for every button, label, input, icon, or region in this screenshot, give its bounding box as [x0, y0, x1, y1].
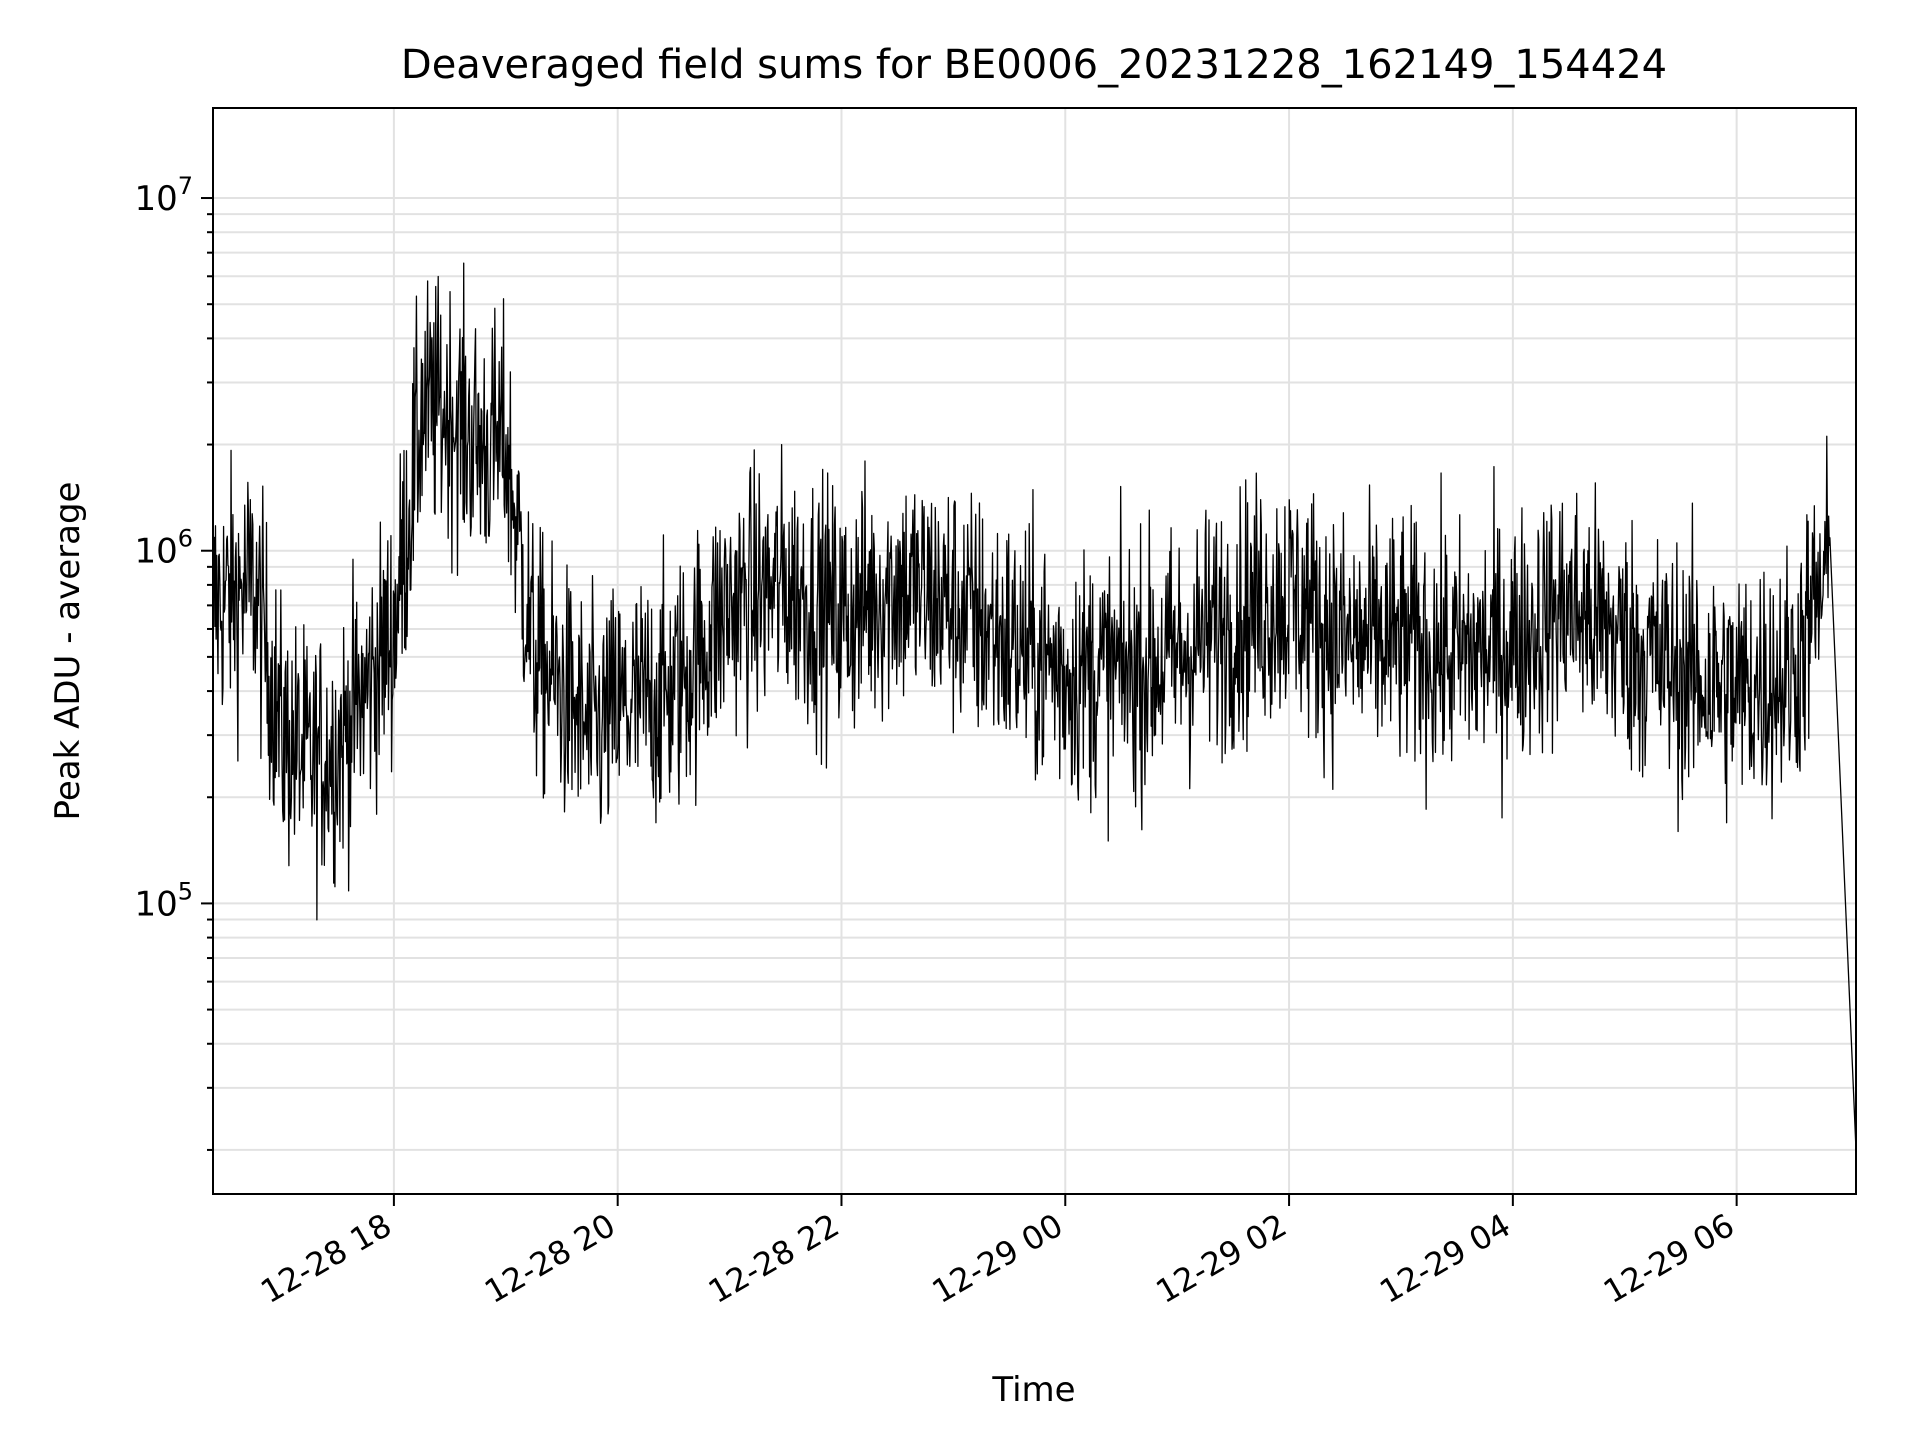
y-axis-label: Peak ADU - average: [48, 482, 88, 821]
series-group: [212, 262, 1857, 1150]
series-line: [212, 262, 1857, 1150]
plot-frame: [212, 107, 1857, 1195]
x-axis-label: Time: [991, 1370, 1075, 1410]
chart-title: Deaveraged field sums for BE0006_2023122…: [401, 42, 1667, 88]
y-tick-label: 107: [134, 172, 193, 219]
y-tick-label: 105: [134, 877, 193, 924]
grid: [213, 108, 1856, 1194]
y-tick-label: 106: [134, 525, 193, 572]
